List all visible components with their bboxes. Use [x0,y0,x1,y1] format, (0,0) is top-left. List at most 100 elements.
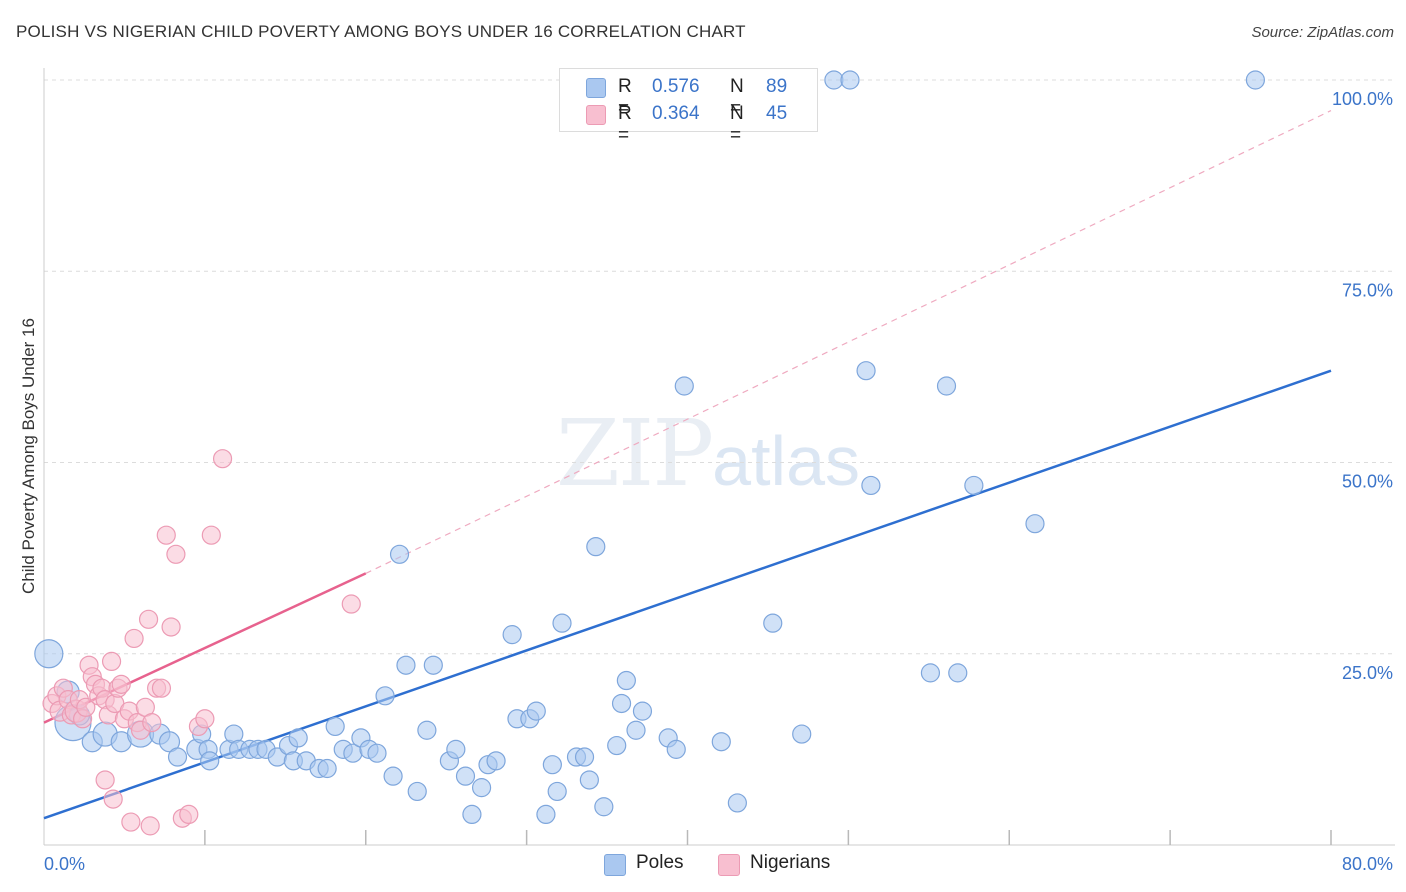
poles-point [824,70,844,90]
poles-point [626,720,646,740]
stats-legend: R = 0.576 N = 89 R = 0.364 N = 45 [559,68,818,146]
watermark-zip: ZIP [556,400,714,507]
nigerians-point [179,804,199,825]
poles-point [840,70,860,90]
poles-n-value: 89 [766,76,788,97]
poles-point [486,751,506,771]
nigerians-point [212,449,233,469]
series-legend: Poles Nigerians [0,852,1406,878]
poles-point [1245,70,1265,90]
watermark-atlas: atlas [712,422,861,500]
poles-legend-label: Poles [636,852,684,873]
nigerians-point [341,594,361,614]
poles-point [367,743,387,763]
poles-point [616,670,636,691]
poles-point [455,766,476,786]
poles-point [526,701,546,721]
nigerians-point [156,525,176,545]
x-tick-label: 0.0% [44,854,85,874]
poles-point [158,731,181,753]
poles-point [552,613,572,633]
source-label: Source: ZipAtlas.com [1251,24,1394,41]
poles-point [1025,514,1045,534]
nigerians-swatch [586,105,606,125]
nigerians-legend-swatch [718,854,740,876]
nigerians-legend-label: Nigerians [750,852,831,873]
poles-point [607,735,627,756]
y-tick-label: 25.0% [1342,663,1393,683]
poles-point [383,766,403,786]
nigerians-point [121,812,141,832]
poles-r-value: 0.576 [652,76,700,97]
poles-point [920,663,941,683]
nigerians-point [95,770,115,790]
x-tick-label: 80.0% [1342,854,1393,874]
poles-point [167,747,188,767]
poles-point [948,663,968,683]
poles-swatch [586,78,606,98]
poles-legend-swatch [604,854,626,876]
nigerians-point [101,651,122,672]
poles-point [579,770,599,790]
nigerians-point [142,712,162,733]
poles-point [547,781,567,802]
nigerians-r-value: 0.364 [652,103,700,124]
poles-point [856,361,876,381]
nigerians-point [166,544,186,564]
y-tick-label: 75.0% [1342,280,1393,300]
poles-point [586,537,606,557]
y-tick-label: 100.0% [1332,89,1393,109]
poles-point [288,728,308,748]
poles-point [792,724,812,744]
poles-point [536,804,556,825]
chart-title: POLISH VS NIGERIAN CHILD POVERTY AMONG B… [16,22,746,41]
nigerians-point [195,709,215,729]
y-tick-label: 50.0% [1342,472,1393,492]
poles-point [711,732,731,752]
poles-point [502,625,522,645]
poles-point [375,686,395,706]
poles-point [632,701,653,721]
nigerians-point [76,697,96,717]
nigerians-n-value: 45 [766,103,788,124]
poles-r-label: R = [618,76,632,119]
nigerians-point [201,525,221,545]
nigerians-r-label: R = [618,103,632,146]
y-axis-title: Child Poverty Among Boys Under 16 [19,318,38,594]
poles-point [462,804,482,825]
poles-point [964,475,984,496]
poles-point [317,758,337,779]
poles-point [396,655,416,675]
poles-point [611,693,632,714]
poles-point [389,544,410,564]
poles-n-label: N = [730,76,744,119]
nigerians-n-label: N = [730,103,744,146]
nigerians-point [124,628,144,649]
nigerians-point [103,789,123,809]
poles-point [861,475,881,496]
nigerians-point [140,816,160,836]
poles-point [423,655,443,675]
poles-point [542,755,562,775]
poles-point [666,739,686,759]
poles-point [594,797,614,817]
poles-point [471,778,492,798]
nigerians-point [151,678,172,698]
poles-point [417,720,437,740]
poles-point [446,739,466,759]
watermark: ZIPatlas [556,400,860,507]
poles-point [200,751,220,771]
poles-point [674,376,694,396]
poles-point [727,793,747,813]
poles-point [325,716,345,737]
poles-point [34,639,64,669]
poles-point [763,613,783,633]
nigerians-trend-extension [365,110,1332,574]
nigerians-point [111,674,131,694]
poles-point [936,376,957,396]
nigerians-point [138,609,159,629]
poles-point [407,781,427,802]
nigerians-point [161,617,181,637]
poles-point [574,747,595,767]
